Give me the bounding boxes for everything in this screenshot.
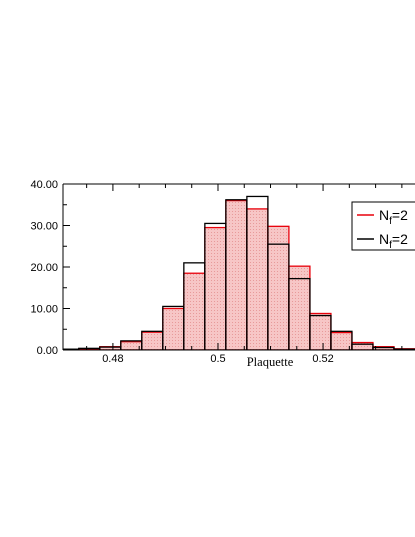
legend-box — [351, 201, 415, 251]
bar-red-8 — [225, 199, 248, 350]
x-tick-label: 0.52 — [312, 353, 333, 365]
bar-red-12 — [309, 312, 332, 350]
y-tick-label: 20.00 — [30, 262, 58, 274]
y-tick-label: 30.00 — [30, 221, 58, 233]
bar-red-13 — [330, 331, 353, 350]
bar-black-13 — [330, 330, 353, 350]
y-tick-label: 0.00 — [37, 345, 58, 357]
bar-red-10 — [267, 225, 290, 350]
bar-red-4 — [141, 331, 164, 350]
bar-red-3 — [120, 341, 143, 350]
bar-red-5 — [162, 307, 185, 350]
bar-red-9 — [246, 208, 269, 350]
y-tick-label: 10.00 — [30, 304, 58, 316]
legend: Nf=2 Nf=2 — [351, 201, 415, 251]
bar-red-6 — [183, 272, 206, 350]
legend-label: Nf=2 — [379, 207, 408, 227]
x-tick-label: 0.48 — [102, 353, 123, 365]
bar-red-7 — [204, 226, 227, 350]
series-red-bars — [63, 199, 415, 350]
x-axis-label: Plaquette — [247, 355, 294, 369]
x-tick-label: 0.5 — [210, 353, 225, 365]
y-tick-label: 40.00 — [30, 179, 58, 191]
legend-label: Nf=2 — [379, 231, 408, 251]
ticks: 0.00 10.00 20.00 30.00 40.00 0.48 0.5 0.52 — [30, 179, 403, 365]
